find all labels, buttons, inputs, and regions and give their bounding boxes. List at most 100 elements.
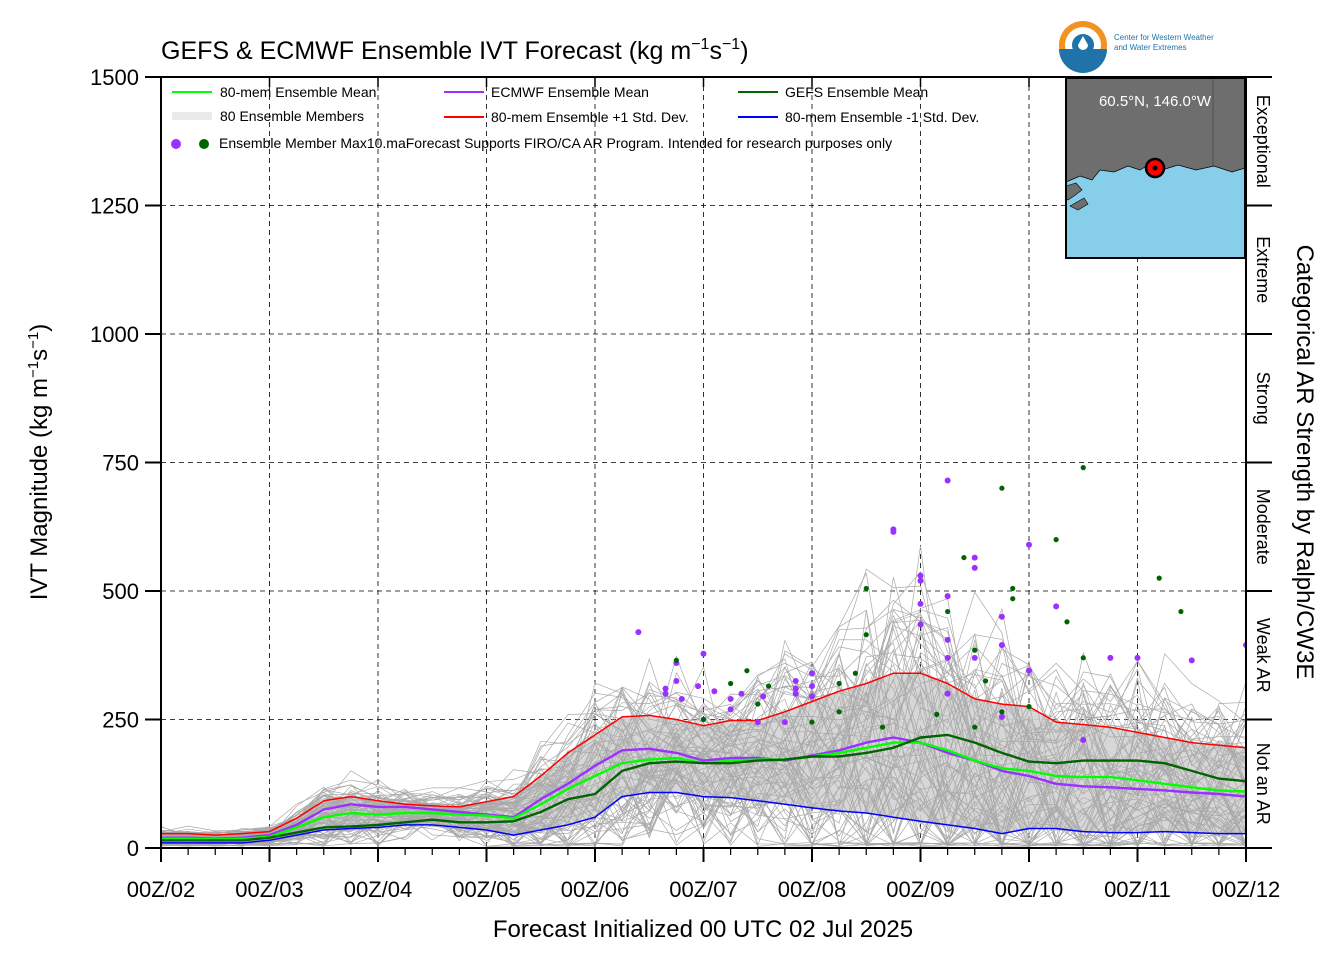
- gefs-max-point: [744, 668, 750, 674]
- gefs-max-point: [863, 632, 869, 638]
- ecmwf-max-point: [1026, 541, 1032, 548]
- ensemble-member-line: [161, 644, 1246, 835]
- gefs-max-point: [673, 657, 679, 663]
- ecmwf-max-point: [754, 719, 761, 726]
- gefs-max-point: [728, 680, 734, 687]
- ecmwf-max-point: [635, 629, 642, 636]
- ecmwf-max-point: [971, 554, 978, 561]
- ecmwf-max-point: [678, 695, 685, 702]
- series-line-gefs-mean: [161, 733, 1246, 842]
- x-tick-label: 00Z/05: [452, 877, 521, 902]
- gefs-max-point: [972, 647, 978, 653]
- ecmwf-max-point: [944, 477, 951, 484]
- gefs-max-point: [972, 724, 978, 730]
- ecmwf-max-point: [1080, 737, 1087, 744]
- ecmwf-max-point: [727, 706, 734, 713]
- legend-label-ens-mean: 80-mem Ensemble Mean: [220, 84, 376, 100]
- ecmwf-max-point: [809, 670, 815, 677]
- ecmwf-max-point: [792, 685, 799, 692]
- logo-text-line2: and Water Extremes: [1114, 43, 1187, 52]
- legend-dot-ecmwf-max: [171, 139, 181, 149]
- ecmwf-max-point: [1134, 654, 1141, 661]
- map-location-label: 60.5°N, 146.0°W: [1099, 93, 1212, 110]
- gefs-max-point: [836, 680, 842, 687]
- cw3e-logo: Center for Western Weather and Water Ext…: [1059, 21, 1214, 73]
- y-tick-label: 500: [102, 579, 139, 604]
- legend-label-members: 80 Ensemble Members: [220, 108, 364, 124]
- gefs-max-point: [836, 709, 842, 715]
- ecmwf-max-point: [781, 719, 788, 726]
- gefs-max-point: [766, 683, 772, 689]
- ecmwf-max-point: [727, 695, 734, 702]
- ensemble-member-line: [161, 769, 1246, 847]
- x-axis-label: Forecast Initialized 00 UTC 02 Jul 2025: [493, 916, 913, 943]
- ecmwf-max-point: [700, 650, 707, 657]
- gefs-max-point: [1156, 575, 1162, 581]
- ensemble-member-line: [161, 732, 1246, 848]
- ecmwf-max-point: [792, 690, 799, 697]
- ecmwf-max-point: [792, 677, 799, 684]
- ensemble-member-line: [161, 738, 1246, 847]
- y-tick-label: 1250: [90, 194, 139, 219]
- ecmwf-max-point: [760, 693, 767, 700]
- y-tick-label: 750: [102, 451, 139, 476]
- map-inset: 60.5°N, 146.0°W: [1065, 77, 1246, 259]
- ecmwf-max-point: [738, 690, 745, 697]
- ecmwf-max-point: [998, 613, 1005, 620]
- chart-title: GEFS & ECMWF Ensemble IVT Forecast (kg m…: [161, 36, 749, 65]
- ensemble-member-line: [161, 598, 1246, 841]
- ecmwf-max-point: [917, 600, 924, 607]
- category-label: Exceptional: [1253, 95, 1273, 188]
- ecmwf-max-point: [1107, 654, 1114, 661]
- ensemble-member-line: [161, 639, 1246, 836]
- category-label: Not an AR: [1253, 743, 1273, 825]
- gefs-max-point: [1026, 704, 1032, 710]
- category-label: Strong: [1253, 372, 1273, 425]
- ecmwf-max-point: [944, 593, 951, 600]
- axes: 0 250 500 750 1000 1250 1500 00Z/02 00Z/03 00Z/04…: [90, 65, 1280, 902]
- x-tick-label: 00Z/12: [1212, 877, 1281, 902]
- ensemble-member-line: [161, 749, 1246, 848]
- gefs-max-point: [700, 716, 707, 723]
- ensemble-member-line: [161, 689, 1246, 843]
- ecmwf-max-point: [662, 685, 669, 692]
- gefs-max-point: [961, 554, 967, 561]
- ecmwf-max-point: [944, 636, 951, 643]
- gefs-max-point: [852, 670, 859, 676]
- ecmwf-max-point: [1026, 667, 1032, 674]
- gefs-max-point: [945, 608, 951, 615]
- legend-swatch-members: [172, 112, 212, 120]
- ecmwf-max-point: [944, 654, 951, 661]
- gefs-max-point: [1010, 596, 1016, 602]
- ensemble-member-line: [161, 653, 1246, 847]
- y-tick-label: 250: [102, 708, 139, 733]
- ensemble-member-line: [161, 690, 1246, 847]
- ecmwf-max-point: [695, 683, 702, 690]
- ensemble-member-line: [161, 766, 1246, 847]
- gefs-max-point: [1080, 655, 1086, 661]
- ecmwf-max-point: [711, 688, 718, 695]
- plot-data: [161, 465, 1246, 848]
- gefs-max-point: [809, 719, 815, 725]
- ecmwf-max-point: [917, 621, 924, 628]
- ecmwf-max-point: [971, 564, 978, 571]
- ecmwf-max-point: [998, 641, 1005, 648]
- ecmwf-max-point: [917, 572, 924, 579]
- legend-label-gefs-mean: GEFS Ensemble Mean: [785, 84, 928, 100]
- map-frame: [1065, 77, 1246, 259]
- ensemble-member-line: [161, 779, 1246, 846]
- gefs-max-point: [934, 711, 940, 717]
- ensemble-member-line: [161, 662, 1246, 839]
- ensemble-member-line: [161, 609, 1246, 838]
- logo-text-line1: Center for Western Weather: [1114, 33, 1214, 42]
- ecmwf-max-point: [673, 677, 680, 684]
- x-tick-label: 00Z/11: [1104, 877, 1171, 902]
- legend-label-minus-std: 80-mem Ensemble -1 Std. Dev.: [785, 109, 979, 125]
- gefs-max-point: [983, 678, 989, 684]
- y-axis-label: IVT Magnitude (kg m−1s−1): [25, 324, 53, 601]
- ensemble-member-line: [161, 758, 1246, 847]
- category-label: Moderate: [1253, 489, 1273, 565]
- gefs-max-point: [999, 485, 1005, 491]
- map-water: [1066, 164, 1245, 258]
- gefs-max-point: [879, 724, 886, 730]
